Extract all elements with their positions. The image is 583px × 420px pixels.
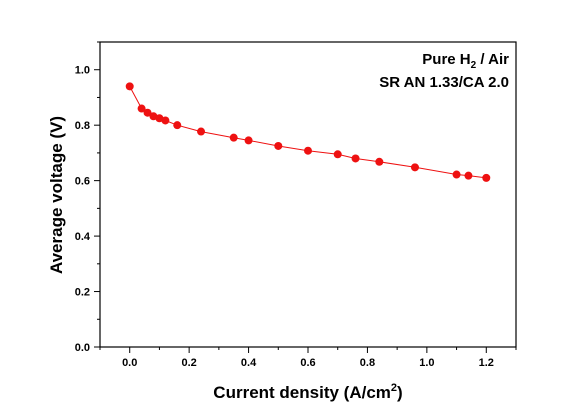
y-axis-ticks: 0.0 0.2 0.4 0.6 0.8 1.0 (75, 41, 100, 354)
y-tick-label: 0.4 (75, 231, 91, 243)
data-point (197, 127, 206, 136)
y-axis-title: Average voltage (V) (47, 116, 66, 274)
x-tick-label: 0.8 (360, 357, 375, 369)
data-point (464, 171, 473, 180)
x-tick-label: 1.0 (419, 357, 434, 369)
data-point (304, 146, 312, 155)
series-line (129, 86, 487, 179)
data-point (125, 82, 134, 91)
annotation-oxidant: / Air (476, 51, 509, 68)
data-point (173, 121, 182, 130)
y-tick-label: 0.0 (75, 342, 90, 354)
x-axis-title-sup: 2 (391, 382, 397, 394)
data-point (143, 108, 152, 117)
data-point (452, 170, 461, 179)
y-tick-label: 1.0 (75, 65, 90, 77)
data-point (137, 104, 146, 113)
data-point (333, 150, 342, 159)
y-tick-label: 0.8 (75, 120, 90, 132)
annotation-subscript: 2 (471, 60, 477, 71)
x-axis-title: Current density (A/cm2) (213, 382, 402, 402)
y-tick-label: 0.6 (75, 176, 90, 188)
y-tick-label: 0.2 (75, 287, 90, 299)
data-point (161, 116, 170, 125)
data-point (375, 157, 384, 166)
data-point (410, 163, 419, 172)
annotation-line-1: Pure H2 / Air (422, 51, 509, 71)
x-axis-title-main: Current density (A/cm (213, 383, 391, 402)
annotation-gas: Pure H (422, 51, 470, 68)
x-tick-label: 0.0 (122, 357, 137, 369)
data-point (482, 173, 491, 182)
series-group (125, 82, 491, 182)
data-point (274, 141, 283, 150)
annotation-line-2: SR AN 1.33/CA 2.0 (379, 74, 509, 91)
x-tick-label: 1.2 (479, 357, 494, 369)
x-tick-label: 0.4 (241, 357, 257, 369)
x-axis-ticks: 0.0 0.2 0.4 0.6 0.8 1.0 1.2 (99, 347, 517, 369)
x-tick-label: 0.6 (300, 357, 315, 369)
data-point (351, 154, 360, 163)
data-point (244, 136, 253, 145)
x-tick-label: 0.2 (181, 357, 196, 369)
data-point (229, 133, 238, 142)
x-axis-title-end: ) (397, 383, 403, 402)
